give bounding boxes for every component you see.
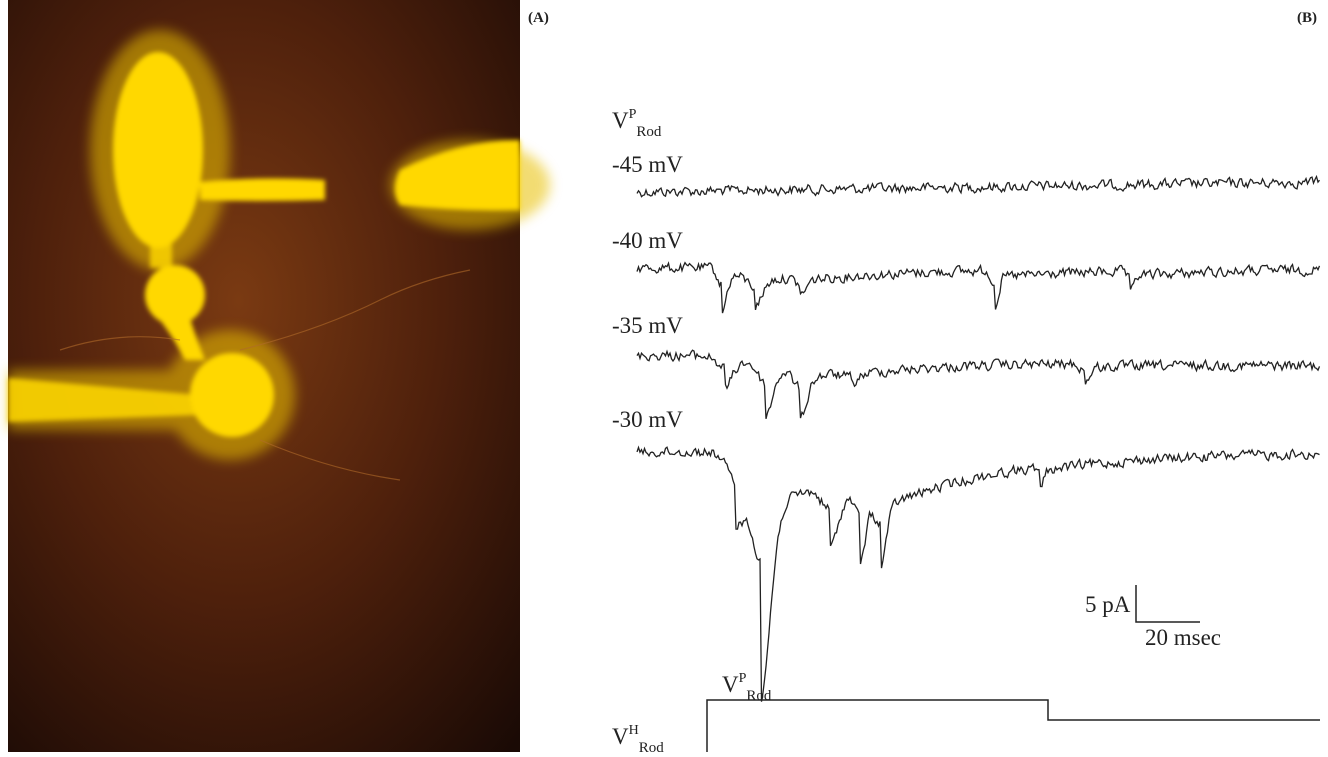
sup: P [739,671,747,686]
pulse-label: VP Rod [722,671,772,704]
scale-x-label: 20 msec [1145,625,1221,650]
voltage-step [706,699,1320,752]
holding-label: VHRod [612,723,664,752]
base: V [612,724,629,749]
sup: P [629,107,637,122]
base: V [722,672,739,697]
base: V [612,108,629,133]
current-trace [636,445,1320,702]
trace-label: -40 mV [612,228,683,253]
sub: Rod [746,688,772,704]
trace-label: -35 mV [612,313,683,338]
trace-label: -45 mV [612,152,683,177]
panel-label: (A) [528,10,549,26]
sub: Rod [639,740,665,752]
trace-label: -30 mV [612,407,683,432]
current-trace [636,174,1321,198]
header-label: VP Rod [612,107,662,140]
current-trace [636,261,1321,314]
micrograph [8,0,550,752]
panel-label: (B) [1297,10,1317,26]
sub: Rod [636,124,662,140]
current-trace [636,349,1321,419]
scale-y-label: 5 pA [1085,592,1131,617]
sup: H [629,723,639,738]
scale-bar [1135,585,1200,623]
traces [636,174,1321,702]
